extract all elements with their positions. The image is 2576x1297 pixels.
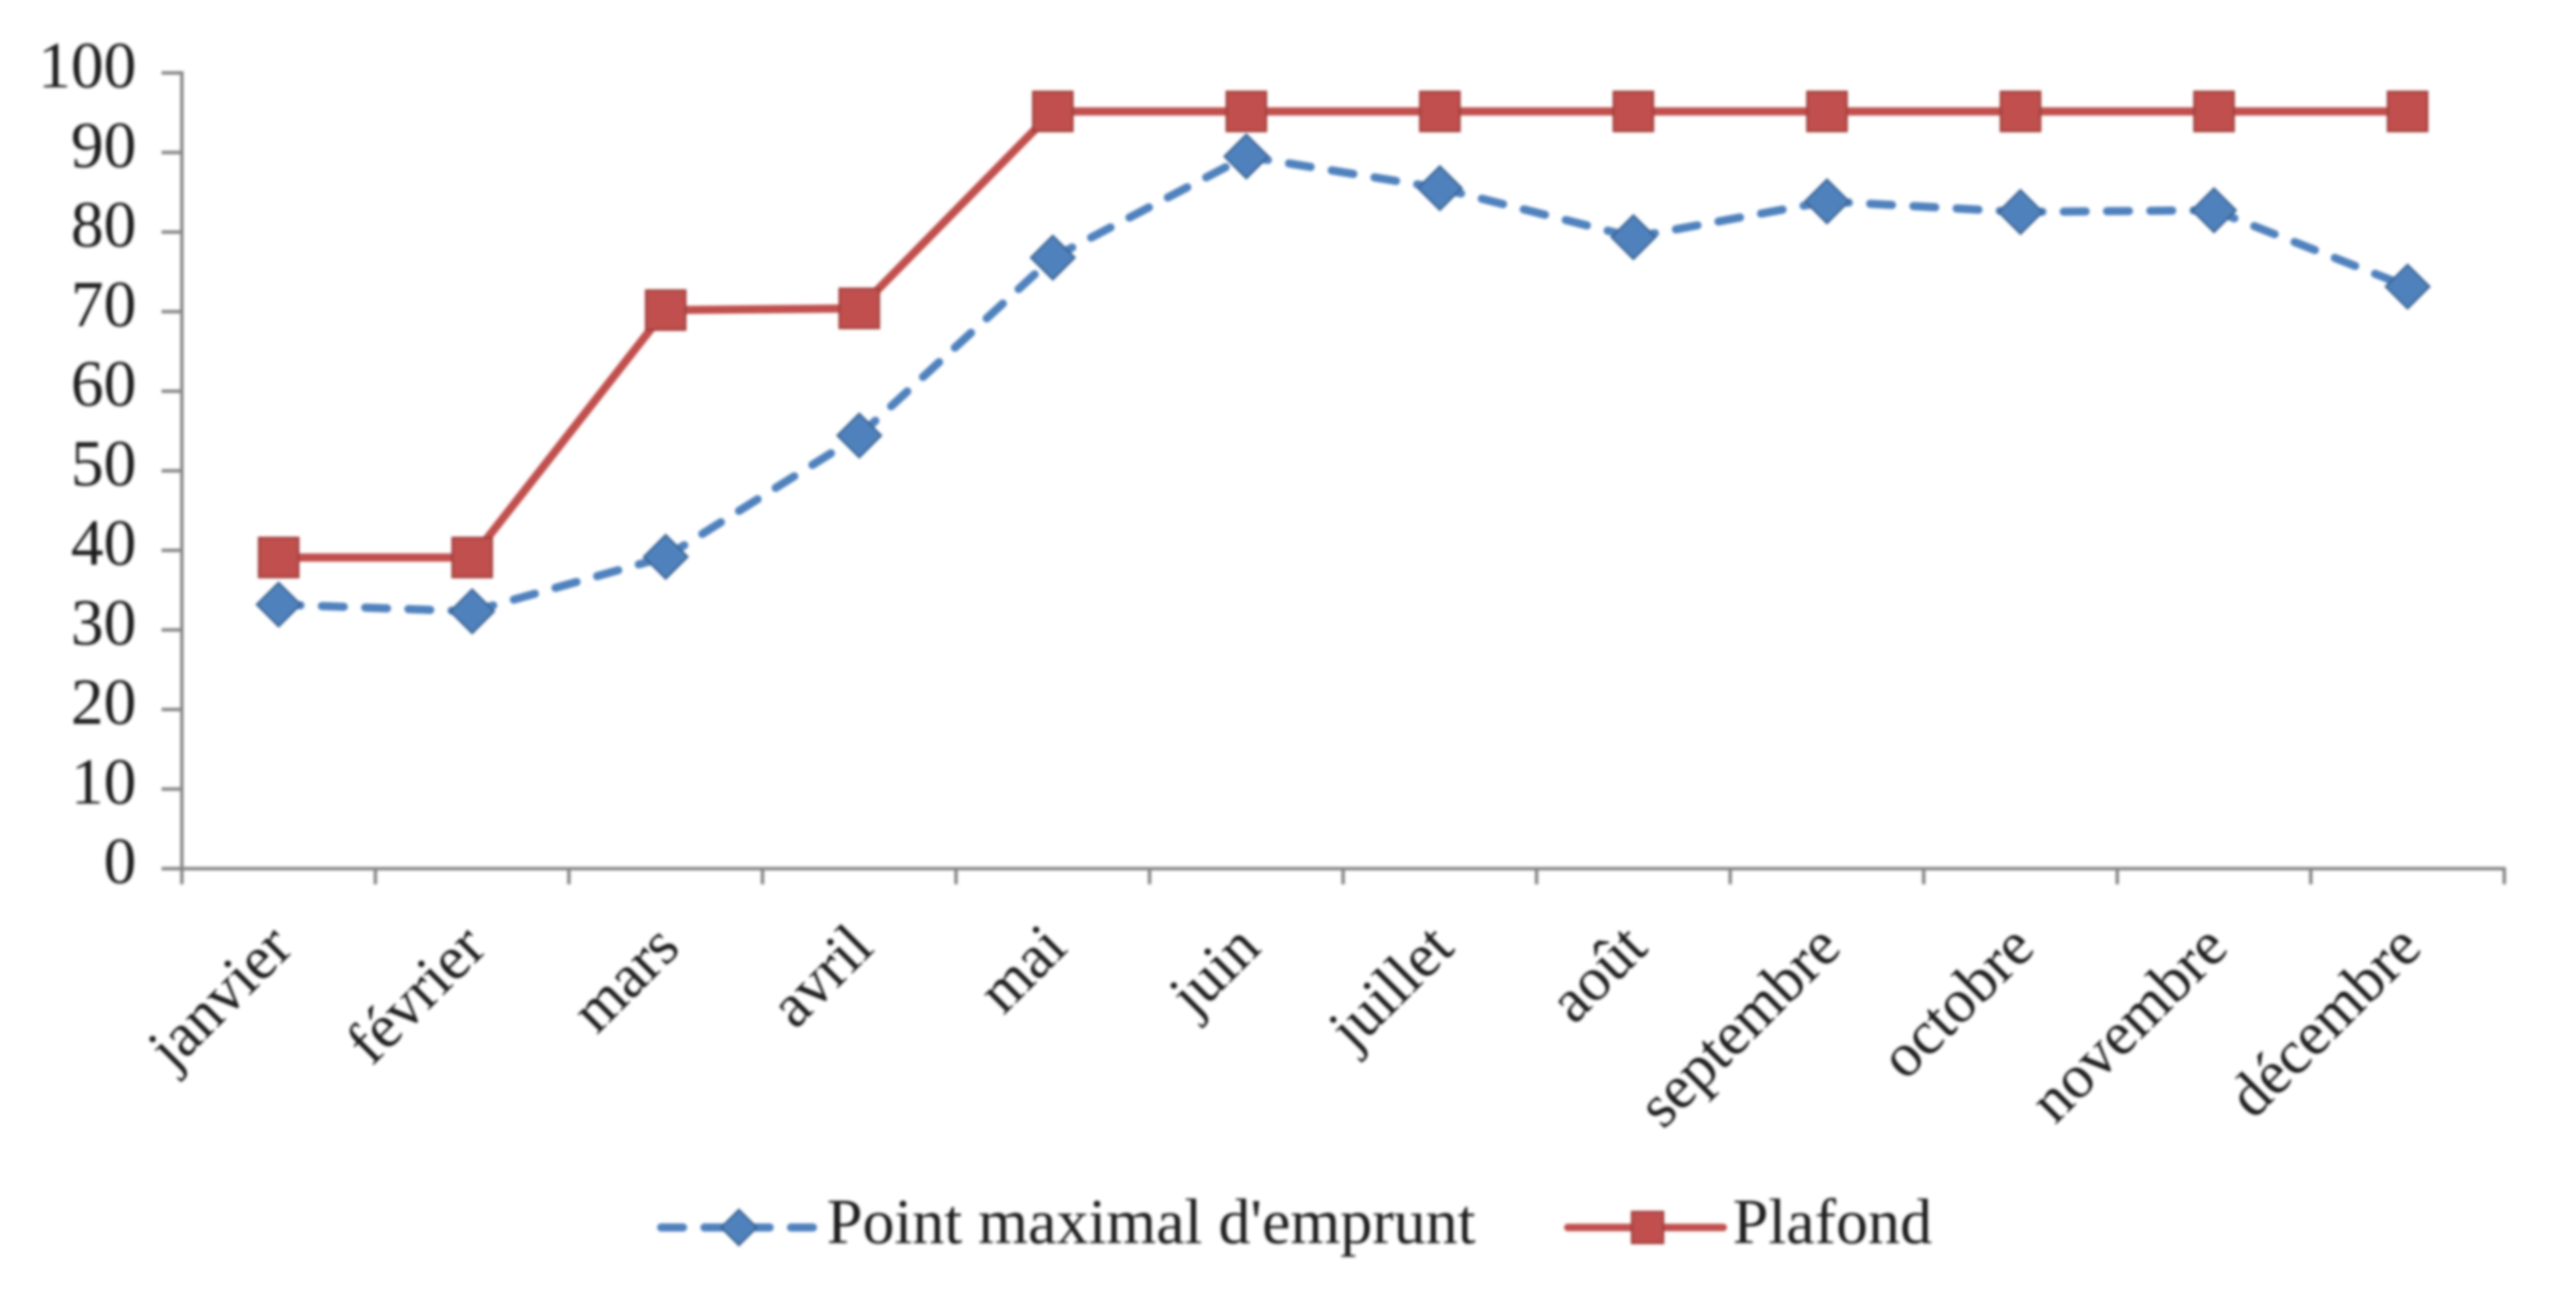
svg-text:80: 80 xyxy=(71,188,136,261)
svg-text:50: 50 xyxy=(71,427,136,500)
svg-text:Point maximal d'emprunt: Point maximal d'emprunt xyxy=(827,1187,1476,1257)
svg-text:90: 90 xyxy=(71,108,136,181)
svg-text:30: 30 xyxy=(71,585,136,658)
svg-text:0: 0 xyxy=(104,825,136,898)
svg-text:Plafond: Plafond xyxy=(1733,1187,1932,1257)
svg-text:20: 20 xyxy=(71,665,136,738)
svg-text:100: 100 xyxy=(38,29,136,102)
svg-text:10: 10 xyxy=(71,745,136,818)
svg-text:40: 40 xyxy=(71,506,136,579)
svg-text:70: 70 xyxy=(71,267,136,340)
svg-text:60: 60 xyxy=(71,347,136,420)
